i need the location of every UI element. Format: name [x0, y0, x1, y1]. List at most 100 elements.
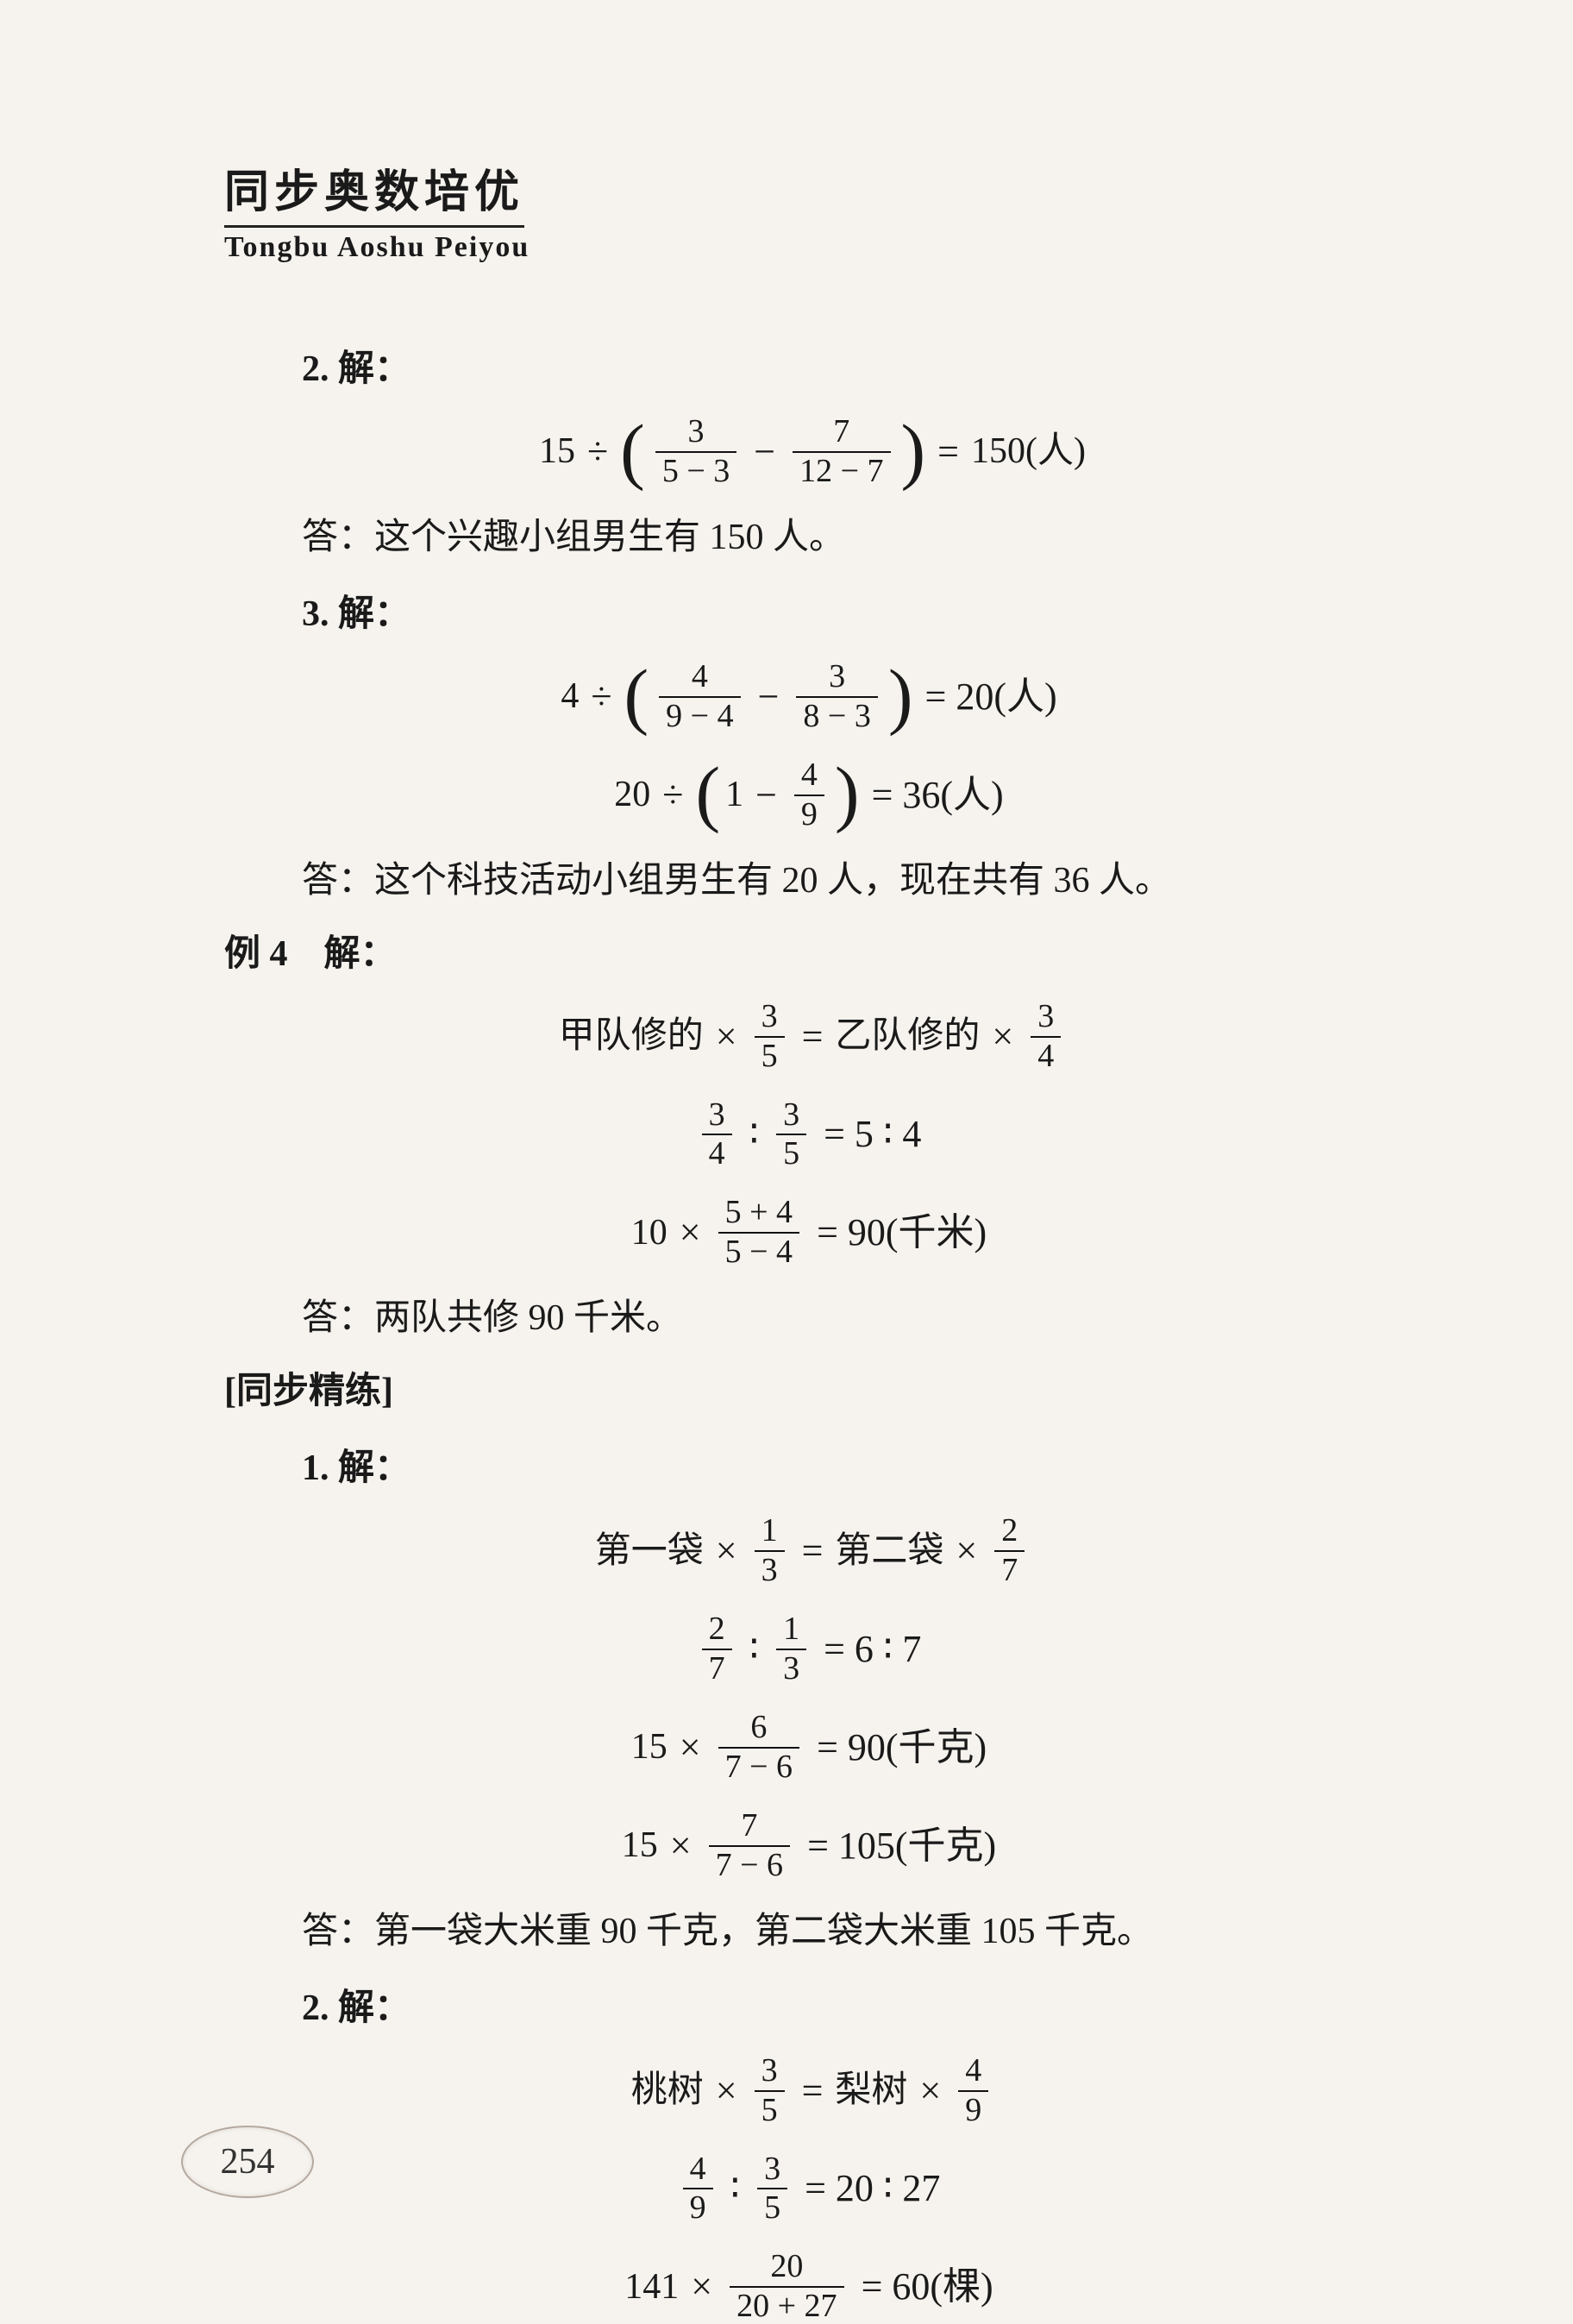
math-op: = 36(人) — [865, 766, 1011, 825]
fraction: 67 − 6 — [718, 1711, 799, 1785]
math-text: 15 — [539, 424, 575, 480]
page-number: 254 — [181, 2126, 314, 2198]
math-text: 1 — [725, 767, 743, 823]
math-op: × — [709, 1008, 744, 1066]
math-op: = 5 ∶ 4 — [817, 1105, 928, 1164]
math-op: × — [673, 1718, 708, 1777]
math-op: = 90(千克) — [810, 1718, 993, 1777]
text-line: 3. 解： — [302, 587, 1401, 643]
math-block: 第一袋×13=第二袋×2727∶13= 6 ∶ 715×67 − 6= 90(千… — [224, 1514, 1401, 1882]
page: 同步奥数培优 Tongbu Aoshu Peiyou 2. 解：15÷(35 −… — [0, 0, 1573, 2319]
fraction: 34 — [702, 1098, 732, 1172]
fraction: 35 — [755, 1000, 785, 1074]
fraction: 35 — [755, 2054, 785, 2128]
fraction: 35 — [757, 2152, 787, 2227]
right-paren: ) — [901, 421, 926, 481]
math-op: ÷ — [584, 668, 618, 726]
fraction: 35 — [776, 1098, 806, 1172]
math-op: = 6 ∶ 7 — [817, 1620, 928, 1679]
math-line: 141×2020 + 27= 60(棵) — [624, 2250, 1000, 2324]
math-op: − — [749, 766, 784, 825]
math-op: ∶ — [724, 2159, 747, 2218]
math-text: 15 — [631, 1719, 667, 1775]
fraction: 49 − 4 — [659, 660, 740, 734]
math-op: × — [709, 2062, 744, 2120]
fraction: 77 − 6 — [709, 1809, 790, 1883]
math-block: 4÷(49 − 4−38 − 3)= 20(人)20÷(1−49)= 36(人) — [224, 660, 1401, 832]
book-title-pinyin: Tongbu Aoshu Peiyou — [224, 231, 1401, 264]
math-line: 10×5 + 45 − 4= 90(千米) — [631, 1196, 993, 1270]
math-line: 49∶35= 20 ∶ 27 — [678, 2152, 948, 2227]
right-paren: ) — [835, 763, 860, 823]
math-line: 第一袋×13=第二袋×27 — [595, 1514, 1031, 1588]
math-op: × — [985, 1008, 1020, 1066]
math-op: ∶ — [743, 1620, 766, 1679]
fraction: 13 — [776, 1612, 806, 1686]
fraction: 27 — [702, 1612, 732, 1686]
math-text: 第二袋 — [835, 1523, 943, 1580]
math-text: 桃树 — [631, 2063, 704, 2119]
text-line: 答：第一袋大米重 90 千克，第二袋大米重 105 千克。 — [302, 1904, 1401, 1960]
math-line: 27∶13= 6 ∶ 7 — [697, 1612, 929, 1686]
math-op: − — [751, 668, 786, 726]
math-op: ÷ — [655, 766, 690, 825]
math-op: = 90(千米) — [810, 1203, 993, 1262]
math-op: × — [912, 2062, 948, 2120]
math-op: = 60(棵) — [855, 2258, 1000, 2316]
fraction: 27 — [994, 1514, 1025, 1588]
text-line: 2. 解： — [302, 1981, 1401, 2037]
math-line: 20÷(1−49)= 36(人) — [614, 758, 1010, 832]
math-op: = — [795, 1008, 830, 1066]
fraction: 13 — [755, 1514, 785, 1588]
left-paren: ( — [620, 421, 645, 481]
fraction: 49 — [683, 2152, 713, 2227]
math-block: 桃树×35=梨树×4949∶35= 20 ∶ 27141×2020 + 27= … — [224, 2054, 1401, 2324]
math-text: 甲队修的 — [559, 1008, 704, 1065]
math-op: × — [709, 1522, 744, 1580]
text-line: 答：这个科技活动小组男生有 20 人，现在共有 36 人。 — [302, 853, 1401, 909]
math-op: = 20(人) — [918, 668, 1064, 726]
math-block: 15÷(35 − 3−712 − 7)=150(人) — [224, 415, 1401, 489]
math-text: 15 — [622, 1818, 658, 1874]
left-paren: ( — [624, 666, 649, 725]
page-body: 2. 解：15÷(35 − 3−712 − 7)=150(人)答：这个兴趣小组男… — [224, 342, 1401, 2324]
text-line: 例 4 解： — [224, 926, 1401, 983]
math-block: 甲队修的×35=乙队修的×3434∶35= 5 ∶ 410×5 + 45 − 4… — [224, 1000, 1401, 1270]
right-paren: ) — [888, 666, 913, 725]
math-op: ∶ — [743, 1105, 766, 1164]
math-line: 桃树×35=梨树×49 — [631, 2054, 994, 2128]
math-line: 15×67 − 6= 90(千克) — [631, 1711, 993, 1785]
math-op: = — [795, 2062, 830, 2120]
fraction: 34 — [1031, 1000, 1061, 1074]
math-text: 20 — [614, 767, 650, 823]
math-text: 梨树 — [835, 2063, 907, 2119]
page-header: 同步奥数培优 Tongbu Aoshu Peiyou — [224, 155, 1401, 264]
fraction: 49 — [794, 758, 824, 832]
math-op: = — [795, 1522, 830, 1580]
math-text: 乙队修的 — [835, 1008, 980, 1065]
math-op: = 20 ∶ 27 — [798, 2159, 947, 2218]
math-text: 141 — [624, 2259, 679, 2315]
book-title-cn: 同步奥数培优 — [224, 155, 524, 228]
math-line: 甲队修的×35=乙队修的×34 — [559, 1000, 1067, 1074]
math-op: × — [684, 2258, 719, 2316]
math-text: 10 — [631, 1205, 667, 1261]
fraction: 35 − 3 — [655, 415, 736, 489]
fraction: 38 − 3 — [796, 660, 877, 734]
math-op: × — [949, 1522, 984, 1580]
text-line: 1. 解： — [302, 1441, 1401, 1497]
math-line: 4÷(49 − 4−38 − 3)= 20(人) — [561, 660, 1063, 734]
fraction: 2020 + 27 — [730, 2250, 843, 2324]
math-op: × — [673, 1203, 708, 1262]
math-text: 150(人) — [971, 424, 1086, 480]
math-op: = — [931, 423, 966, 481]
text-line: [同步精练] — [224, 1364, 1401, 1420]
math-line: 34∶35= 5 ∶ 4 — [697, 1098, 929, 1172]
fraction: 5 + 45 − 4 — [718, 1196, 799, 1270]
text-line: 答：这个兴趣小组男生有 150 人。 — [302, 510, 1401, 566]
fraction: 49 — [958, 2054, 988, 2128]
math-text: 第一袋 — [595, 1523, 704, 1580]
math-op: − — [747, 423, 782, 481]
math-text: 4 — [561, 669, 579, 725]
text-line: 2. 解： — [302, 342, 1401, 398]
